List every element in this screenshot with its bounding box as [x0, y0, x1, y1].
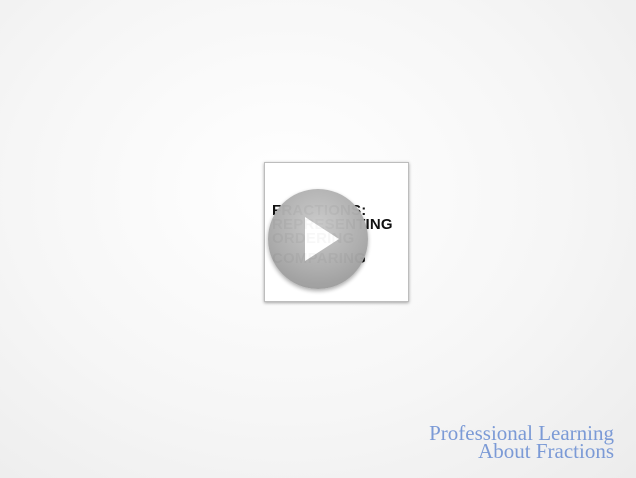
play-icon [305, 217, 339, 261]
play-button[interactable] [268, 189, 368, 289]
brand-line-1: Professional Learning [429, 421, 614, 445]
brand-line-2: About Fractions [478, 439, 614, 463]
